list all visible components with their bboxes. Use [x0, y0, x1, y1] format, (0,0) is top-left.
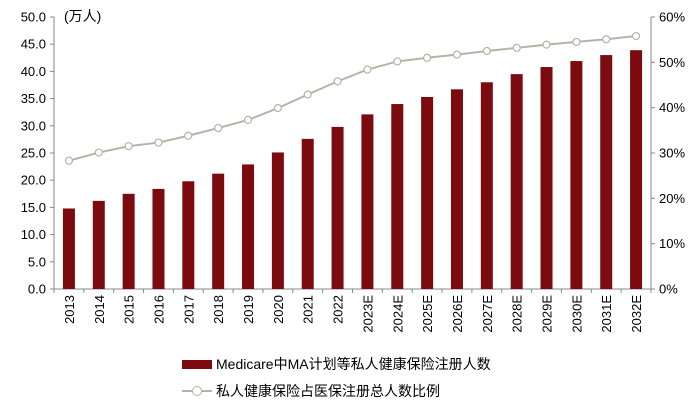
left-axis-unit-label: (万人) — [64, 8, 102, 24]
line-point — [303, 90, 312, 99]
x-tick-label: 2020 — [271, 295, 286, 324]
legend-bar-label: Medicare中MA计划等私人健康保险注册人数 — [216, 356, 491, 372]
right-tick-label: 0% — [659, 282, 678, 297]
x-tick-label: 2024E — [390, 295, 405, 333]
bar — [600, 55, 613, 289]
bar — [361, 114, 374, 289]
x-tick-label: 2023E — [360, 295, 375, 333]
bar — [570, 61, 583, 290]
left-tick-label: 10.0 — [21, 227, 46, 242]
legend-line-label: 私人健康保险占医保注册总人数比例 — [216, 383, 440, 399]
line-point — [273, 104, 282, 113]
left-tick-label: 0.0 — [28, 282, 46, 297]
line-point — [631, 31, 641, 41]
legend-item-line: 私人健康保险占医保注册总人数比例 — [182, 381, 440, 401]
bar — [630, 50, 643, 290]
x-tick-label: 2025E — [420, 295, 435, 333]
right-tick-label: 30% — [659, 146, 685, 161]
bar — [152, 188, 165, 289]
line-point — [452, 50, 462, 59]
left-tick-label: 50.0 — [21, 10, 46, 25]
left-tick-label: 25.0 — [21, 146, 46, 161]
bar — [122, 193, 135, 289]
bar — [242, 164, 255, 289]
left-tick-label: 35.0 — [21, 91, 46, 106]
right-tick-label: 10% — [659, 236, 685, 251]
x-tick-label: 2018 — [211, 295, 226, 324]
line-point — [572, 37, 581, 47]
bar — [450, 89, 463, 290]
legend-bar-swatch — [182, 359, 212, 369]
bar — [480, 82, 493, 289]
line-point — [184, 131, 193, 140]
x-tick-label: 2031E — [599, 295, 614, 333]
bar — [331, 126, 344, 289]
bar — [391, 104, 404, 289]
x-tick-label: 2014 — [92, 295, 107, 324]
left-tick-label: 20.0 — [21, 173, 46, 188]
left-tick-label: 40.0 — [21, 64, 46, 79]
bar — [421, 96, 434, 289]
line-point — [512, 43, 521, 52]
line-point — [393, 57, 402, 66]
left-tick-label: 5.0 — [28, 254, 46, 269]
legend-line-swatch — [182, 386, 212, 396]
line-point — [363, 65, 372, 74]
x-tick-label: 2029E — [540, 295, 555, 333]
right-tick-label: 60% — [659, 10, 685, 25]
left-tick-label: 30.0 — [21, 118, 46, 133]
right-tick-label: 50% — [659, 55, 685, 70]
bar — [271, 152, 284, 289]
x-tick-label: 2019 — [241, 295, 256, 324]
line-point — [333, 77, 342, 86]
line-point — [602, 35, 611, 44]
line-series — [68, 35, 637, 162]
x-tick-label: 2016 — [151, 295, 166, 324]
x-tick-label: 2017 — [181, 295, 196, 324]
bar — [182, 181, 195, 289]
bar — [62, 208, 75, 289]
line-point — [214, 123, 223, 133]
bar — [540, 67, 553, 289]
right-tick-label: 40% — [659, 100, 685, 115]
line-point — [154, 138, 163, 147]
line-point — [542, 40, 551, 49]
x-tick-label: 2013 — [62, 295, 77, 324]
x-tick-label: 2032E — [629, 295, 644, 333]
bar — [92, 200, 105, 289]
x-tick-label: 2021 — [301, 295, 316, 324]
line-point — [64, 156, 74, 165]
bar — [212, 173, 225, 289]
line-point — [124, 142, 133, 151]
x-tick-label: 2030E — [569, 295, 584, 333]
right-tick-label: 20% — [659, 191, 685, 206]
x-tick-label: 2027E — [480, 295, 495, 333]
x-tick-label: 2026E — [450, 295, 465, 333]
line-point — [423, 53, 432, 62]
line-point — [94, 148, 103, 157]
x-tick-label: 2028E — [510, 295, 525, 333]
line-point — [243, 115, 253, 125]
left-tick-label: 45.0 — [21, 37, 46, 52]
line-point — [482, 46, 491, 56]
legend-item-bars: Medicare中MA计划等私人健康保险注册人数 — [182, 354, 491, 374]
x-tick-label: 2015 — [122, 295, 137, 324]
x-tick-label: 2022 — [331, 295, 346, 324]
left-tick-label: 15.0 — [21, 200, 46, 215]
bar — [510, 74, 523, 290]
bar — [301, 138, 314, 289]
